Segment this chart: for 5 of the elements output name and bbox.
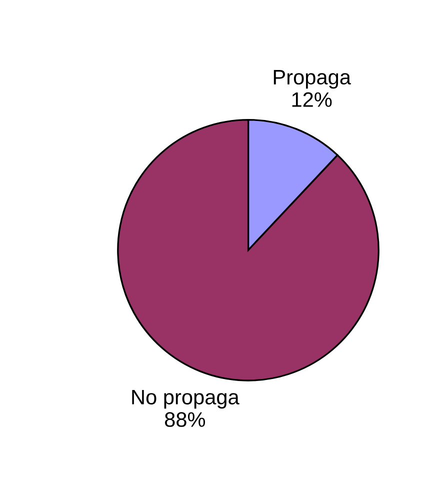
data-label: 12% (292, 92, 332, 107)
pie-slice (117, 118, 380, 382)
data-label: 88% (164, 412, 206, 427)
slice-label: Propaga (274, 70, 351, 89)
slice-label: No propaga (132, 390, 240, 409)
